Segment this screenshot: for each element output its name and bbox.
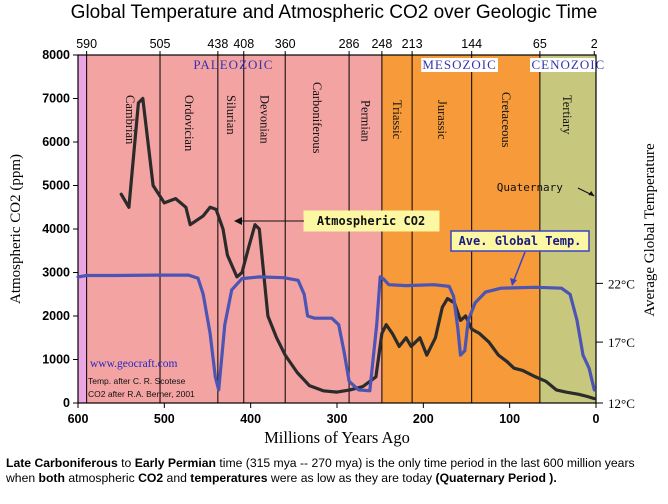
temp-tick-label: 17°C [608, 335, 635, 350]
top-tick-label: 286 [339, 37, 360, 51]
credit-co2: CO2 after R.A. Berner, 2001 [88, 389, 195, 399]
period-label: Triassic [390, 100, 404, 140]
era-band-cenozoic [539, 55, 596, 403]
period-label: Cretaceous [499, 92, 513, 148]
period-label: Tertiary [560, 95, 574, 135]
y-axis-title: Atmospheric CO2 (ppm) [8, 154, 24, 304]
top-tick-label: 360 [275, 37, 296, 51]
caption-part: Late Carboniferous [6, 456, 118, 470]
y-tick-label: 5000 [42, 179, 70, 193]
co2-label: Atmospheric CO2 [317, 214, 425, 228]
y-tick-label: 8000 [42, 48, 70, 62]
y-tick-label: 3000 [42, 266, 70, 280]
quaternary-label: Quaternary [497, 181, 564, 194]
caption-part: Early Permian [134, 456, 216, 470]
era-label: PALEOZOIC [193, 57, 273, 72]
period-label: Cambrian [123, 95, 137, 145]
x-tick-label: 400 [240, 412, 261, 426]
chart-canvas: PALEOZOIC MESOZOIC CENOZOIC Cambrian Ordovic… [8, 37, 658, 447]
period-label: Ordovician [182, 95, 196, 152]
x-tick-label: 500 [154, 412, 175, 426]
y-tick-label: 4000 [42, 222, 70, 236]
period-label: Carboniferous [310, 82, 324, 154]
temp-label-pointer [513, 251, 526, 281]
x-tick-label: 300 [327, 412, 348, 426]
caption-part: time (315 mya -- 270 mya) is the only ti… [6, 456, 635, 485]
caption-part: (Quaternary Period [435, 471, 546, 485]
temp-label-box [450, 230, 590, 252]
caption-part: ). [545, 471, 557, 485]
top-tick-label: 438 [207, 37, 228, 51]
temp-tick-label: 12°C [608, 396, 635, 411]
temp-label: Ave. Global Temp. [459, 234, 582, 248]
y-tick-label: 1000 [42, 353, 70, 367]
caption-part: both [38, 471, 65, 485]
x-axis-title: Millions of Years Ago [264, 428, 410, 447]
caption: Late Carboniferous to Early Permian time… [6, 456, 662, 486]
top-tick-label: 590 [76, 37, 97, 51]
precambrian-band [78, 55, 87, 403]
caption-part: CO2 [138, 471, 164, 485]
x-tick-label: 200 [413, 412, 434, 426]
top-tick-label: 248 [371, 37, 392, 51]
top-tick-label: 505 [150, 37, 171, 51]
caption-part: temperatures [190, 471, 268, 485]
period-label: Permian [358, 100, 372, 142]
caption-part: atmospheric [64, 471, 139, 485]
x-tick-label: 0 [593, 412, 600, 426]
top-tick-label: 65 [533, 37, 547, 51]
temp-label-arrowhead [510, 278, 517, 286]
quaternary-arrowhead [588, 191, 595, 196]
caption-part: to [117, 456, 135, 470]
y-tick-label: 2000 [42, 309, 70, 323]
x-tick-label: 100 [499, 412, 520, 426]
period-label: Devonian [257, 95, 271, 144]
temp-tick-label: 22°C [608, 276, 635, 291]
era-label-backing [529, 58, 607, 72]
era-label-backing [421, 58, 498, 72]
caption-part: were as low as they are today [267, 471, 436, 485]
y-tick-label: 6000 [42, 135, 70, 149]
caption-part: and [163, 471, 191, 485]
co2-label-arrowhead [234, 217, 242, 225]
top-tick-label: 144 [461, 37, 482, 51]
credit-temp: Temp. after C. R. Scotese [88, 376, 186, 386]
top-tick-label: 213 [402, 37, 423, 51]
credit-url: www.geocraft.com [90, 358, 177, 370]
period-label: Jurassic [435, 100, 449, 140]
temp-series-line [76, 273, 596, 393]
top-tick-label: 408 [233, 37, 254, 51]
era-label: MESOZOIC [422, 57, 496, 72]
period-label: Silurian [224, 95, 238, 135]
y2-axis-title: Average Global Temperature [642, 143, 658, 317]
era-label: CENOZOIC [532, 57, 606, 72]
x-tick-label: 600 [68, 412, 89, 426]
y-tick-label: 7000 [42, 92, 70, 106]
co2-series-line [119, 96, 596, 401]
top-tick-label: 2 [591, 37, 598, 51]
y-tick-label: 0 [63, 396, 70, 410]
chart-title: Global Temperature and Atmospheric CO2 o… [70, 2, 598, 23]
